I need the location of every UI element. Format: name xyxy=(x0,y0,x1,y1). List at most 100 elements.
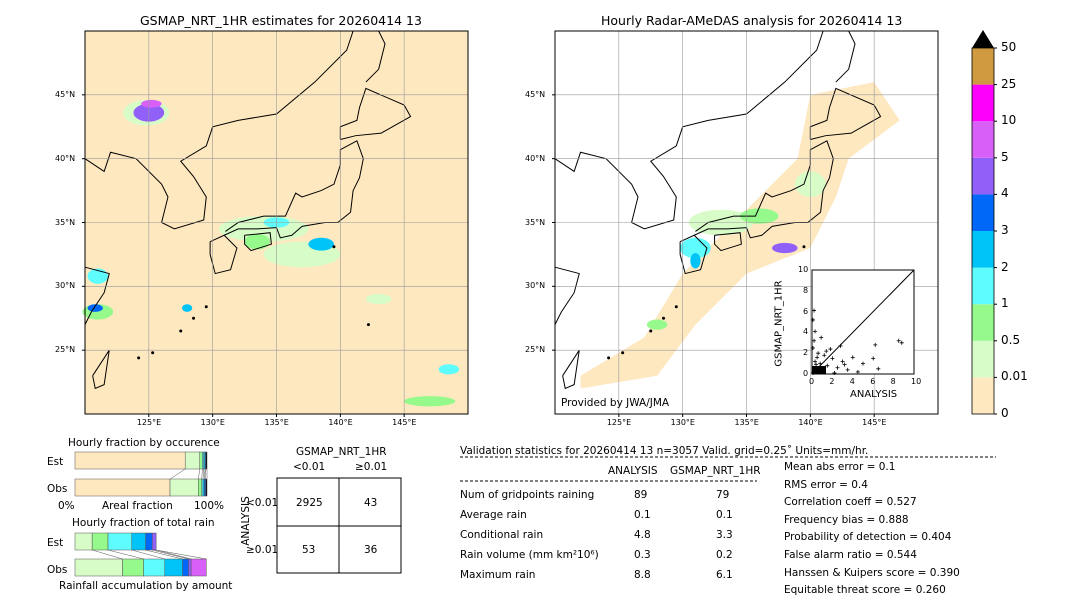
scatter-point xyxy=(814,362,819,367)
scatter-inset xyxy=(811,269,915,375)
left-map-title: GSMAP_NRT_1HR estimates for 20260414 13 xyxy=(140,13,422,28)
colorbar-label: 5 xyxy=(1001,149,1009,164)
score-line: Mean abs error = 0.1 xyxy=(784,461,896,473)
scatter-point xyxy=(850,355,855,360)
rain-fraction-bar-connector xyxy=(156,549,192,560)
coastline xyxy=(209,234,238,275)
island xyxy=(151,351,155,355)
rain-area xyxy=(87,304,103,312)
lon-tick-label: 140°E xyxy=(328,418,353,427)
colorbar-label: 0.5 xyxy=(1001,332,1021,347)
left-map xyxy=(82,30,469,417)
right-map xyxy=(552,30,939,417)
colorbar-segment xyxy=(972,121,994,158)
rain-fraction-bar-segment xyxy=(74,532,93,551)
lon-tick-label: 130°E xyxy=(670,418,695,427)
occurrence-bar-connector xyxy=(169,468,186,480)
rain-fraction-bar-segment xyxy=(188,558,192,577)
stats-gsmap-value: 3.3 xyxy=(716,529,733,541)
colorbar-segment xyxy=(972,157,994,195)
scatter-point xyxy=(818,361,823,366)
contingency-col-ge: ≥0.01 xyxy=(355,461,388,473)
score-line: False alarm ratio = 0.544 xyxy=(784,549,917,561)
rain-fraction-bar-segment xyxy=(143,558,166,577)
scatter-point xyxy=(815,355,820,360)
colorbar-label: 50 xyxy=(1001,40,1017,54)
rain-area xyxy=(365,293,392,305)
rain-fraction-bar-segment xyxy=(91,532,109,551)
scatter-point xyxy=(822,353,827,358)
island xyxy=(137,356,141,360)
island xyxy=(179,329,183,333)
colorbar-label: 1 xyxy=(1001,296,1009,311)
lon-tick-label: 140°E xyxy=(798,418,823,427)
occurrence-bar-segment xyxy=(205,451,208,470)
rain-area xyxy=(308,237,334,251)
stats-row-label: Rain volume (mm km²10⁶) xyxy=(460,549,599,561)
score-line: Probability of detection = 0.404 xyxy=(784,531,952,544)
scatter-y-tick: 2 xyxy=(803,348,809,358)
colorbar-label: 3 xyxy=(1001,223,1009,237)
colorbar-segment xyxy=(972,194,994,231)
lon-tick-label: 125°E xyxy=(136,418,162,427)
island xyxy=(674,305,678,309)
scatter-point xyxy=(819,335,824,340)
coastline xyxy=(84,266,110,325)
score-line: Equitable threat score = 0.260 xyxy=(784,584,946,597)
colorbar-label: 0.01 xyxy=(1001,369,1028,384)
rain-xlabel: Rainfall accumulation by amount xyxy=(59,580,233,592)
colorbar-label: 4 xyxy=(1001,186,1009,201)
occ-tick-100: 100% xyxy=(194,500,225,512)
colorbar-segment xyxy=(972,48,994,85)
cell-00: 2925 xyxy=(296,497,323,509)
scatter-y-tick: 8 xyxy=(803,285,809,295)
scatter-point xyxy=(816,351,821,356)
cell-11: 36 xyxy=(364,544,378,556)
island xyxy=(332,245,336,249)
stats-gsmap-value: 0.2 xyxy=(716,549,733,561)
lat-tick-label: 40°N xyxy=(525,153,546,163)
occurrence-bar-segment xyxy=(198,478,202,497)
rain-area xyxy=(772,242,798,254)
scatter-x-tick: 8 xyxy=(890,377,896,386)
colorbar-segment xyxy=(972,84,994,122)
rain-fraction-title: Hourly fraction of total rain xyxy=(72,517,215,529)
coastline xyxy=(562,349,580,390)
island xyxy=(662,316,666,320)
rain-area xyxy=(690,253,701,269)
occurrence-bar-segment xyxy=(169,478,199,497)
rain-area xyxy=(438,364,460,375)
scatter-dense-cluster xyxy=(812,366,826,374)
occurrence-bar-segment xyxy=(74,478,171,497)
occ-tick-0: 0% xyxy=(58,500,75,512)
colorbar-label: 25 xyxy=(1001,76,1017,91)
scatter-point xyxy=(825,363,830,368)
colorbar-label: 2 xyxy=(1001,259,1009,274)
rain-fraction-bar-segment xyxy=(145,532,153,551)
map-frame xyxy=(554,30,939,415)
scatter-point xyxy=(811,317,816,322)
scatter-point xyxy=(845,367,850,372)
contingency-col-lt: <0.01 xyxy=(293,461,326,473)
scatter-y-tick: 10 xyxy=(798,265,809,274)
occurrence-bar-connector xyxy=(202,468,204,480)
lat-tick-label: 25°N xyxy=(55,345,76,355)
colorbar-segment xyxy=(972,267,994,305)
colorbar-label: 10 xyxy=(1001,113,1017,128)
coastline xyxy=(554,266,580,325)
coastline xyxy=(339,87,412,141)
provider-credit: Provided by JWA/JMA xyxy=(561,397,670,409)
coastline xyxy=(809,87,882,141)
island xyxy=(621,351,625,355)
island xyxy=(192,316,196,320)
rain-fraction-bar-connector xyxy=(152,549,189,560)
coastline xyxy=(835,30,856,83)
scatter-point xyxy=(813,329,818,334)
stats-row-label: Conditional rain xyxy=(460,529,544,541)
lon-tick-label: 125°E xyxy=(606,418,632,427)
rain-area xyxy=(141,99,162,108)
stats-row-label: Average rain xyxy=(460,509,527,521)
rain-area xyxy=(740,208,779,224)
rain-fraction-bar-connector xyxy=(145,549,183,560)
